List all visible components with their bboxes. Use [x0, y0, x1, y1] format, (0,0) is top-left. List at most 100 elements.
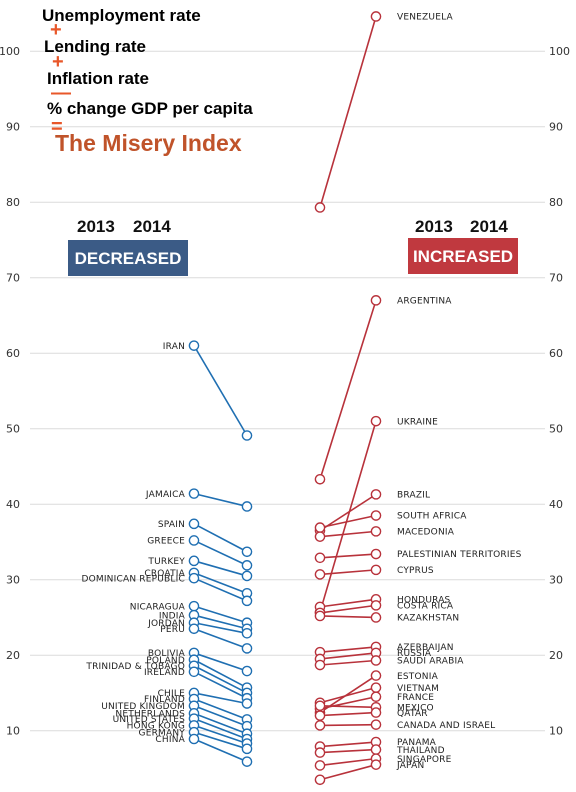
point-2013: [188, 555, 200, 567]
point-2014: [241, 570, 253, 582]
slope-jordan: JORDAN: [147, 617, 253, 639]
decreased-year-2014: 2014: [133, 217, 171, 236]
slope-line: [193, 614, 248, 630]
point-2014: [370, 548, 382, 560]
point-2014: [241, 628, 253, 639]
increased-slopes: VENEZUELA ARGENTINA UKRAINE BRAZIL SOUTH AFR…: [314, 11, 521, 786]
slope-line: [193, 671, 248, 699]
slope-panama: PANAMA: [314, 736, 437, 752]
slope-line: [193, 698, 248, 721]
slope-line: [193, 572, 248, 595]
country-label: KAZAKHSTAN: [397, 614, 459, 624]
y-tick-left: 70: [6, 272, 20, 285]
slope-macedonia: MACEDONIA: [314, 526, 455, 542]
point-2014: [370, 526, 382, 537]
country-label: UNITED KINGDOM: [101, 702, 185, 712]
increased-year-2014: 2014: [470, 217, 508, 236]
country-label: NICARAGUA: [130, 602, 186, 612]
decreased-slopes: IRAN JAMAICA SPAIN GREECE TURKEY CROATIADOMIN…: [81, 340, 253, 767]
point-2014: [370, 489, 382, 500]
slope-croatia: CROATIA: [144, 567, 253, 599]
formula-op-equals: =: [51, 116, 63, 138]
slope-line: [319, 741, 377, 748]
country-label: RUSSIA: [397, 649, 432, 659]
y-tick-left: 30: [6, 574, 20, 587]
country-label: BOLIVIA: [148, 649, 186, 659]
country-label: VIETNAM: [397, 684, 439, 694]
country-label: MACEDONIA: [397, 528, 455, 538]
y-tick-right: 30: [549, 574, 563, 587]
increased-badge-label: INCREASED: [413, 247, 513, 266]
point-2014: [370, 295, 382, 306]
slope-line: [319, 604, 377, 614]
slope-line: [193, 345, 248, 436]
slope-line: [319, 300, 377, 480]
point-2013: [314, 774, 326, 786]
country-label: POLAND: [146, 656, 185, 666]
slope-line: [193, 621, 248, 635]
country-label: PANAMA: [397, 738, 437, 748]
formula-term-gdp: % change GDP per capita: [47, 99, 253, 118]
y-tick-left: 40: [6, 498, 20, 511]
slope-qatar: QATAR: [314, 707, 428, 721]
decreased-year-2013: 2013: [77, 217, 115, 236]
slope-line: [193, 605, 248, 624]
slope-line: [193, 652, 248, 672]
slope-line: [193, 738, 248, 763]
slope-line: [319, 569, 377, 576]
slope-saudi-arabia: SAUDI ARABIA: [314, 655, 464, 671]
slope-argentina: ARGENTINA: [314, 295, 452, 485]
slope-line: [193, 724, 248, 745]
point-2014: [370, 682, 382, 693]
slope-line: [319, 530, 377, 538]
slope-line: [319, 763, 377, 781]
country-label: BRAZIL: [397, 491, 430, 501]
slope-united-kingdom: UNITED KINGDOM: [101, 700, 253, 732]
y-tick-left: 60: [6, 347, 20, 360]
country-label: IRAN: [163, 342, 185, 352]
y-tick-right: 70: [549, 272, 563, 285]
country-label: CHILE: [158, 689, 186, 699]
point-2014: [370, 719, 382, 730]
slope-line: [193, 705, 248, 727]
country-label: SAUDI ARABIA: [397, 657, 464, 667]
point-2013: [188, 488, 200, 499]
slope-iran: IRAN: [163, 340, 253, 441]
slope-spain: SPAIN: [158, 518, 253, 558]
country-label: SOUTH AFRICA: [397, 512, 467, 522]
point-2013: [314, 531, 326, 542]
country-label: TURKEY: [147, 557, 185, 567]
country-label: MEXICO: [397, 703, 434, 713]
country-label: SINGAPORE: [397, 755, 452, 765]
point-2013: [314, 610, 326, 622]
slope-line: [193, 712, 248, 735]
slope-line: [319, 723, 377, 727]
country-label: IRELAND: [144, 668, 185, 678]
slope-line: [319, 646, 377, 653]
country-label: HONG KONG: [127, 722, 185, 732]
slope-line: [193, 523, 248, 553]
slope-thailand: THAILAND: [314, 744, 445, 758]
slope-line: [319, 711, 377, 717]
point-2013: [314, 569, 326, 580]
y-axis-ticks: 10 10 20 20 30 30 40 40 50 50 60 60 70 70 80 80 90 90 100 1…: [0, 45, 570, 738]
point-2014: [241, 560, 253, 571]
point-2014: [241, 595, 253, 607]
point-2013: [314, 202, 326, 213]
slope-line: [193, 692, 248, 705]
slope-greece: GREECE: [147, 535, 253, 571]
y-tick-left: 100: [0, 45, 20, 58]
y-tick-right: 40: [549, 498, 563, 511]
slope-line: [319, 493, 377, 532]
country-label: CHINA: [155, 735, 185, 745]
formula-op-minus: —: [51, 82, 71, 104]
slope-line: [193, 492, 248, 508]
point-2013: [314, 710, 326, 721]
increased-year-2013: 2013: [415, 217, 453, 236]
country-label: GREECE: [147, 537, 185, 547]
point-2014: [370, 759, 382, 770]
slope-line: [193, 539, 248, 567]
point-2014: [370, 600, 382, 611]
point-2014: [370, 415, 382, 427]
country-label: DOMINICAN REPUBLIC: [81, 574, 185, 584]
